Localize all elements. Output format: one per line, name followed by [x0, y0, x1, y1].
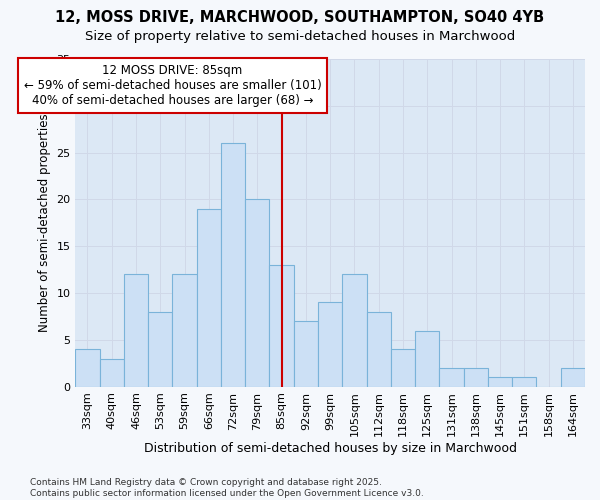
Text: Size of property relative to semi-detached houses in Marchwood: Size of property relative to semi-detach…: [85, 30, 515, 43]
Bar: [318, 302, 342, 386]
Bar: [342, 274, 367, 386]
Text: Contains HM Land Registry data © Crown copyright and database right 2025.
Contai: Contains HM Land Registry data © Crown c…: [30, 478, 424, 498]
Bar: [294, 321, 318, 386]
Bar: [221, 144, 245, 386]
Bar: [148, 312, 172, 386]
Bar: [488, 378, 512, 386]
Bar: [245, 200, 269, 386]
Bar: [269, 265, 294, 386]
Bar: [391, 350, 415, 387]
Bar: [561, 368, 585, 386]
Bar: [76, 350, 100, 387]
Bar: [197, 209, 221, 386]
Bar: [415, 330, 439, 386]
Bar: [464, 368, 488, 386]
X-axis label: Distribution of semi-detached houses by size in Marchwood: Distribution of semi-detached houses by …: [143, 442, 517, 455]
Bar: [439, 368, 464, 386]
Bar: [100, 358, 124, 386]
Y-axis label: Number of semi-detached properties: Number of semi-detached properties: [38, 114, 51, 332]
Text: 12, MOSS DRIVE, MARCHWOOD, SOUTHAMPTON, SO40 4YB: 12, MOSS DRIVE, MARCHWOOD, SOUTHAMPTON, …: [55, 10, 545, 25]
Bar: [124, 274, 148, 386]
Bar: [512, 378, 536, 386]
Text: 12 MOSS DRIVE: 85sqm
← 59% of semi-detached houses are smaller (101)
40% of semi: 12 MOSS DRIVE: 85sqm ← 59% of semi-detac…: [23, 64, 321, 106]
Bar: [172, 274, 197, 386]
Bar: [367, 312, 391, 386]
